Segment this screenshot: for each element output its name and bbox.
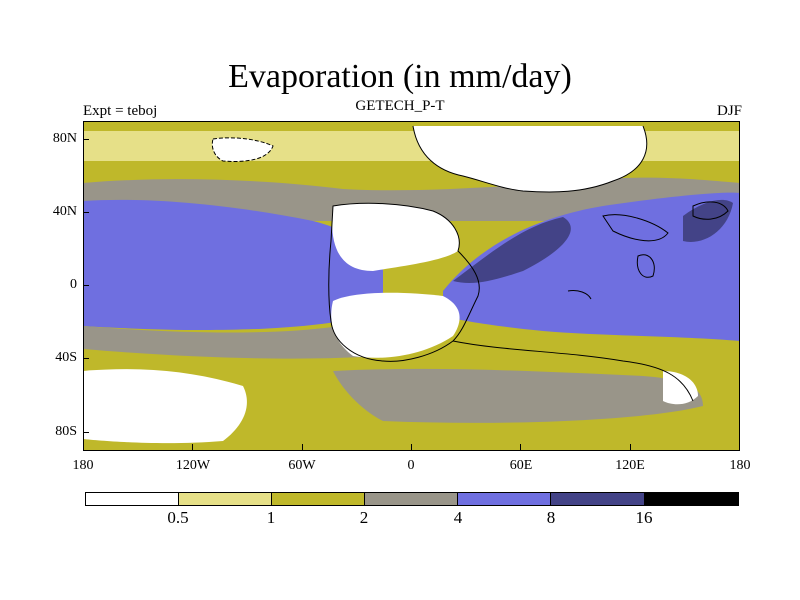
y-label-80s: 80S xyxy=(55,424,77,439)
far-east-coastline xyxy=(692,201,729,220)
experiment-label: Expt = teboj xyxy=(83,103,158,119)
x-label-180-west: 180 xyxy=(72,458,94,473)
y-tick xyxy=(83,212,89,213)
small-island-coastline xyxy=(636,254,655,278)
southern-ocean-gray xyxy=(333,368,703,423)
island-arc-coastline xyxy=(567,290,592,300)
southeast-land-white xyxy=(663,371,698,405)
colorbar-box-5 xyxy=(550,492,645,506)
colorbar-box-6 xyxy=(644,492,739,506)
x-label-60e: 60E xyxy=(509,458,533,473)
central-landmass-south xyxy=(331,292,460,358)
northern-landmass-white xyxy=(413,126,647,192)
pacific-ocean-blue xyxy=(83,199,383,331)
colorbar-label-0-5: 0.5 xyxy=(167,508,189,527)
x-label-120e: 120E xyxy=(615,458,645,473)
colorbar-label-2: 2 xyxy=(359,508,369,527)
south-pacific-gray xyxy=(83,316,383,359)
y-label-40s: 40S xyxy=(55,350,77,365)
northern-coastline xyxy=(412,125,648,193)
x-tick xyxy=(192,444,193,450)
y-label-equator: 0 xyxy=(70,277,77,292)
tethys-ocean-blue xyxy=(443,192,740,341)
colorbar-label-8: 8 xyxy=(546,508,556,527)
colorbar-label-1: 1 xyxy=(266,508,276,527)
colorbar-box-2 xyxy=(271,492,365,506)
arctic-island-white xyxy=(212,137,273,162)
pangea-coastline xyxy=(328,202,480,362)
central-landmass-north xyxy=(332,203,460,271)
x-tick xyxy=(411,444,412,450)
tethys-dark-region xyxy=(453,217,571,283)
southern-coastline xyxy=(452,340,694,402)
colorbar-label-16: 16 xyxy=(635,508,653,527)
colorbar-box-3 xyxy=(364,492,458,506)
colorbar-box-4 xyxy=(457,492,551,506)
east-island-coastline xyxy=(602,214,669,242)
arctic-island-coastline xyxy=(211,137,274,162)
y-tick xyxy=(83,358,89,359)
plot-title: Evaporation (in mm/day) xyxy=(228,58,572,95)
x-tick xyxy=(520,444,521,450)
x-tick xyxy=(630,444,631,450)
x-label-0: 0 xyxy=(407,458,415,473)
map-canvas xyxy=(83,121,740,451)
southwest-land-white xyxy=(83,369,247,444)
y-label-80n: 80N xyxy=(52,131,77,146)
season-label: DJF xyxy=(716,103,742,119)
x-label-60w: 60W xyxy=(288,458,316,473)
evaporation-map xyxy=(83,121,740,451)
colorbar-box-1 xyxy=(178,492,272,506)
y-tick xyxy=(83,432,89,433)
x-label-120w: 120W xyxy=(175,458,211,473)
colorbar-box-0 xyxy=(85,492,179,506)
x-label-180-east: 180 xyxy=(729,458,751,473)
east-dark-region xyxy=(683,199,733,242)
y-label-40n: 40N xyxy=(52,204,77,219)
x-tick xyxy=(302,444,303,450)
subtitle-label: GETECH_P-T xyxy=(355,98,445,114)
y-tick xyxy=(83,285,89,286)
colorbar-label-4: 4 xyxy=(453,508,463,527)
y-tick xyxy=(83,139,89,140)
